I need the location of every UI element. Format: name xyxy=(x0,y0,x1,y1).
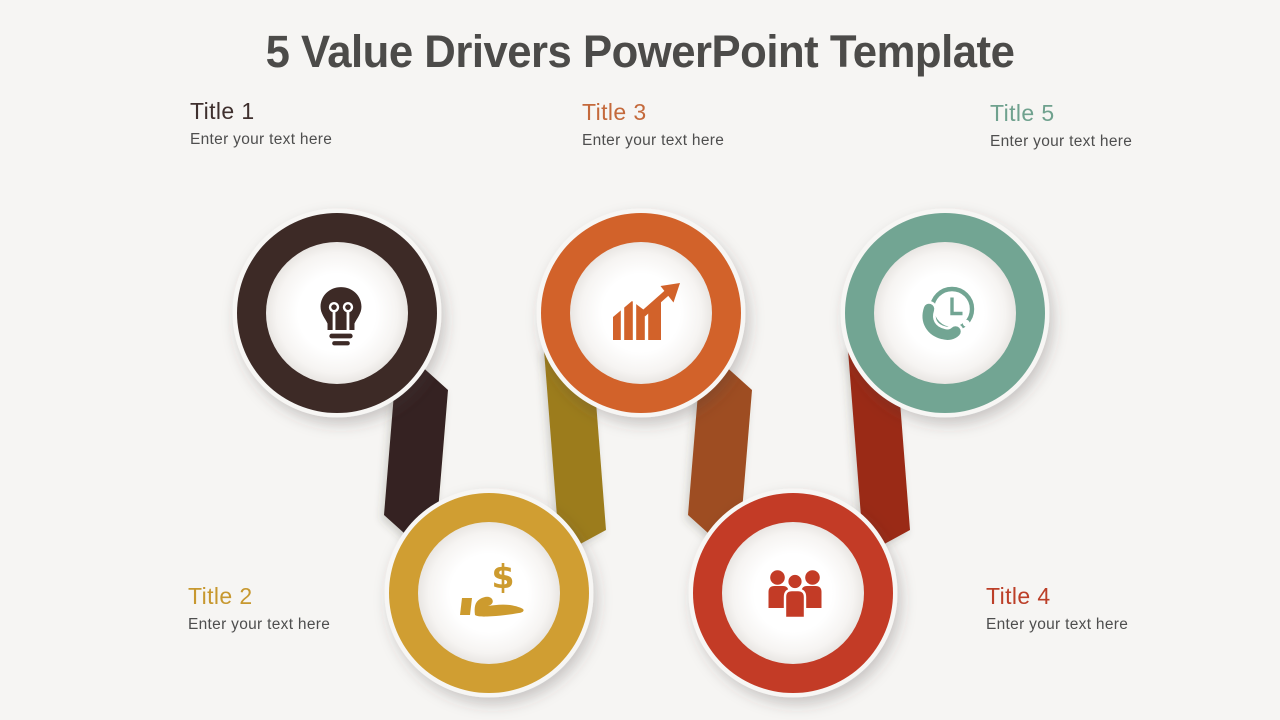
driver-3-label-block: Title 3 Enter your text here xyxy=(582,99,725,151)
driver-3-title[interactable]: Title 3 xyxy=(582,99,647,125)
driver-1-label-block: Title 1 Enter your text here xyxy=(190,98,333,150)
team-icon xyxy=(768,570,822,620)
slide-title[interactable]: 5 Value Drivers PowerPoint Template xyxy=(265,26,1015,77)
driver-5-title[interactable]: Title 5 xyxy=(990,100,1055,126)
growth-chart-icon xyxy=(613,283,680,340)
driver-2-text[interactable]: Enter your text here xyxy=(188,616,331,634)
hand-holding-dollar-icon: $ xyxy=(460,557,524,617)
driver-5-text[interactable]: Enter your text here xyxy=(990,133,1133,151)
driver-2-title[interactable]: Title 2 xyxy=(188,583,253,609)
driver-4-circle[interactable] xyxy=(688,488,898,698)
driver-5-label-block: Title 5 Enter your text here xyxy=(990,100,1133,152)
driver-2-circle[interactable]: $ xyxy=(384,488,594,698)
driver-3-text[interactable]: Enter your text here xyxy=(582,132,725,150)
driver-3-circle[interactable] xyxy=(536,208,746,418)
svg-text:$: $ xyxy=(492,557,515,596)
driver-4-title[interactable]: Title 4 xyxy=(986,583,1051,609)
driver-4-text[interactable]: Enter your text here xyxy=(986,616,1129,634)
phone-time-icon xyxy=(919,286,975,343)
driver-1-text[interactable]: Enter your text here xyxy=(190,131,333,149)
driver-5-circle[interactable] xyxy=(840,208,1050,418)
driver-1-circle[interactable] xyxy=(232,208,442,418)
lightbulb-icon xyxy=(320,287,362,346)
driver-2-label-block: Title 2 Enter your text here xyxy=(188,583,331,635)
driver-4-label-block: Title 4 Enter your text here xyxy=(986,583,1129,635)
driver-1-title[interactable]: Title 1 xyxy=(190,98,255,124)
